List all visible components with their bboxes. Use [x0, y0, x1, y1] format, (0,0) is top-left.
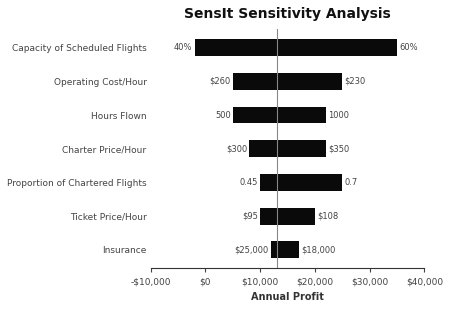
Bar: [233, 73, 342, 90]
Text: $300: $300: [226, 144, 247, 153]
Text: $18,000: $18,000: [301, 245, 335, 254]
Text: 0.7: 0.7: [345, 178, 358, 187]
Bar: [194, 39, 397, 56]
Text: 1000: 1000: [328, 111, 349, 120]
Text: 500: 500: [215, 111, 231, 120]
Title: SensIt Sensitivity Analysis: SensIt Sensitivity Analysis: [184, 7, 391, 21]
Bar: [271, 242, 298, 258]
Text: $350: $350: [328, 144, 349, 153]
Text: $25,000: $25,000: [235, 245, 269, 254]
Bar: [233, 107, 326, 124]
Text: 60%: 60%: [399, 43, 418, 52]
Text: $260: $260: [209, 77, 231, 86]
Bar: [260, 208, 315, 225]
Text: $230: $230: [345, 77, 366, 86]
Text: $95: $95: [242, 212, 258, 221]
Bar: [249, 140, 326, 157]
Text: 40%: 40%: [174, 43, 192, 52]
Text: 0.45: 0.45: [240, 178, 258, 187]
Bar: [260, 174, 342, 191]
X-axis label: Annual Profit: Annual Profit: [251, 292, 324, 302]
Text: $108: $108: [317, 212, 338, 221]
